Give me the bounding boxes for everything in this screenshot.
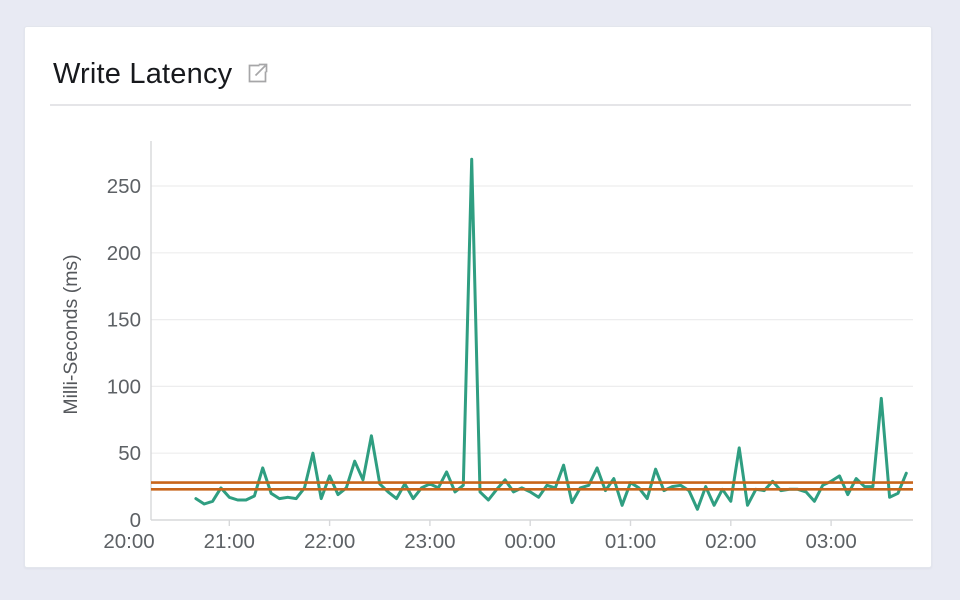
y-tick-label: 250 (107, 175, 141, 198)
y-tick-label: 0 (130, 509, 141, 532)
external-link-icon[interactable] (245, 61, 268, 84)
x-tick-label: 01:00 (605, 530, 656, 553)
x-tick-label: 00:00 (505, 530, 556, 553)
latency-chart: 0 50 100 150 200 250 20:00 21:00 22:00 23:00 00:00… (60, 141, 913, 553)
x-tick-label: 21:00 (204, 530, 255, 553)
y-tick-label: 100 (107, 375, 141, 398)
header-divider (50, 104, 911, 106)
y-axis-title: Milli-Seconds (ms) (60, 254, 82, 414)
x-tick-label: 20:00 (103, 530, 154, 553)
y-tick-label: 150 (107, 309, 141, 332)
card-header: Write Latency (53, 57, 268, 91)
write-latency-card: Write Latency 0 50 100 150 200 250 20:00 21:00 2… (24, 26, 932, 568)
x-tick-label: 22:00 (304, 530, 355, 553)
x-tick-label: 23:00 (404, 530, 455, 553)
y-tick-label: 50 (118, 442, 141, 465)
x-tick-label: 03:00 (805, 530, 856, 553)
y-tick-label: 200 (107, 242, 141, 265)
page-title: Write Latency (53, 58, 233, 90)
x-tick-label: 02:00 (705, 530, 756, 553)
series-line (194, 157, 908, 511)
